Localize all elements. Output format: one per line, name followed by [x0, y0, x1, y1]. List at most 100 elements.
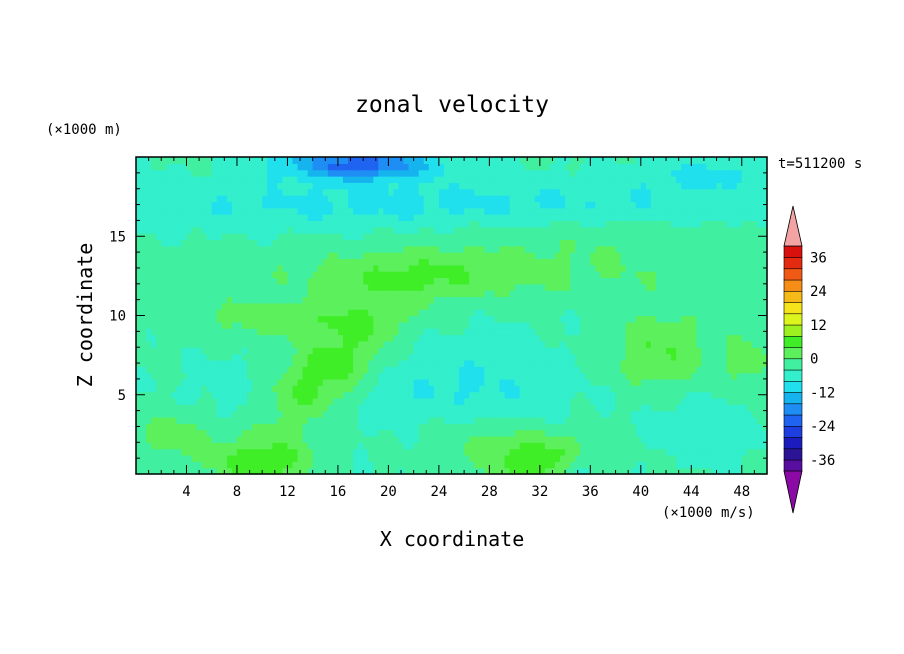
field-cell [534, 423, 541, 431]
field-cell [136, 385, 142, 393]
field-cell [635, 385, 642, 393]
field-cell [297, 461, 304, 469]
field-cell [751, 385, 758, 393]
field-cell [761, 309, 768, 317]
field-cell [640, 271, 647, 279]
field-cell [337, 442, 344, 450]
field-cell [549, 283, 556, 291]
field-cell [201, 448, 208, 456]
field-cell [630, 429, 637, 437]
field-cell [398, 366, 405, 374]
field-cell [176, 347, 183, 355]
field-cell [580, 359, 586, 367]
field-cell [549, 258, 556, 266]
field-cell [514, 372, 521, 380]
field-cell [206, 239, 213, 247]
field-cell [524, 391, 531, 399]
field-cell [196, 315, 203, 323]
field-cell [226, 271, 233, 279]
field-cell [146, 391, 152, 399]
field-cell [438, 397, 445, 405]
field-cell [459, 372, 465, 380]
field-cell [418, 258, 425, 266]
field-cell [191, 429, 198, 437]
field-cell [206, 416, 213, 424]
field-cell [585, 391, 591, 399]
field-cell [221, 220, 228, 228]
field-cell [317, 290, 324, 298]
field-cell [151, 271, 157, 279]
field-cell [368, 315, 374, 323]
field-cell [686, 340, 692, 348]
field-cell [686, 461, 692, 469]
field-cell [398, 454, 405, 462]
field-cell [242, 416, 248, 424]
field-cell [418, 467, 425, 475]
field-cell [721, 404, 728, 412]
field-cell [327, 366, 334, 374]
field-cell [660, 258, 667, 266]
field-cell [186, 391, 193, 399]
field-cell [539, 239, 546, 247]
field-cell [635, 340, 642, 348]
field-cell [474, 372, 480, 380]
field-cell [267, 340, 273, 348]
field-cell [676, 442, 682, 450]
field-cell [226, 378, 233, 386]
field-cell [287, 435, 294, 443]
field-cell [761, 226, 768, 234]
field-cell [236, 442, 243, 450]
field-cell [146, 435, 152, 443]
field-cell [761, 290, 768, 298]
field-cell [332, 366, 339, 374]
field-cell [312, 454, 319, 462]
field-cell [231, 429, 238, 437]
field-cell [524, 429, 531, 437]
field-cell [353, 385, 359, 393]
field-cell [746, 378, 753, 386]
field-cell [262, 353, 268, 361]
field-cell [408, 359, 415, 367]
field-cell [464, 410, 470, 418]
field-cell [499, 454, 506, 462]
field-cell [307, 435, 314, 443]
field-cell [484, 233, 490, 241]
field-cell [731, 448, 738, 456]
field-cell [706, 290, 713, 298]
field-cell [560, 416, 566, 424]
field-cell [731, 302, 738, 310]
field-cell [721, 258, 728, 266]
field-cell [655, 252, 662, 260]
field-cell [408, 347, 415, 355]
field-cell [701, 359, 708, 367]
field-cell [242, 448, 248, 456]
field-cell [519, 302, 526, 310]
field-cell [418, 423, 425, 431]
field-cell [736, 340, 743, 348]
field-cell [282, 233, 289, 241]
field-cell [176, 467, 183, 475]
field-cell [292, 454, 299, 462]
field-cell [625, 429, 632, 437]
field-cell [236, 353, 243, 361]
field-cell [216, 309, 223, 317]
field-cell [721, 296, 728, 304]
field-cell [252, 296, 258, 304]
field-cell [388, 423, 395, 431]
field-cell [484, 423, 490, 431]
field-cell [671, 467, 677, 475]
field-cell [479, 226, 485, 234]
field-cell [151, 347, 157, 355]
field-cell [388, 321, 395, 329]
field-cell [322, 397, 329, 405]
field-cell [539, 378, 546, 386]
field-cell [671, 429, 677, 437]
field-cell [171, 302, 177, 310]
field-cell [166, 353, 172, 361]
field-cell [136, 410, 142, 418]
field-cell [469, 302, 475, 310]
field-cell [353, 423, 359, 431]
field-cell [332, 372, 339, 380]
field-cell [216, 233, 223, 241]
field-cell [156, 372, 162, 380]
